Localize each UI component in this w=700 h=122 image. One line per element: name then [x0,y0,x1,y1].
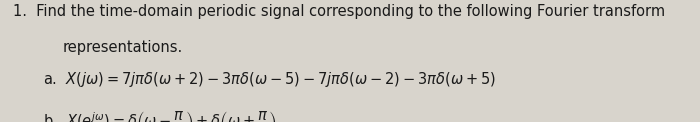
Text: a.  $X(j\omega) = 7j\pi\delta(\omega+2) - 3\pi\delta(\omega-5) - 7j\pi\delta(\om: a. $X(j\omega) = 7j\pi\delta(\omega+2) -… [43,70,496,89]
Text: representations.: representations. [63,40,183,55]
Text: b.  $X(e^{j\omega}) = \delta\left(\omega - \dfrac{\pi}{3}\right) + \delta\left(\: b. $X(e^{j\omega}) = \delta\left(\omega … [43,110,277,122]
Text: 1.  Find the time-domain periodic signal corresponding to the following Fourier : 1. Find the time-domain periodic signal … [13,4,665,19]
